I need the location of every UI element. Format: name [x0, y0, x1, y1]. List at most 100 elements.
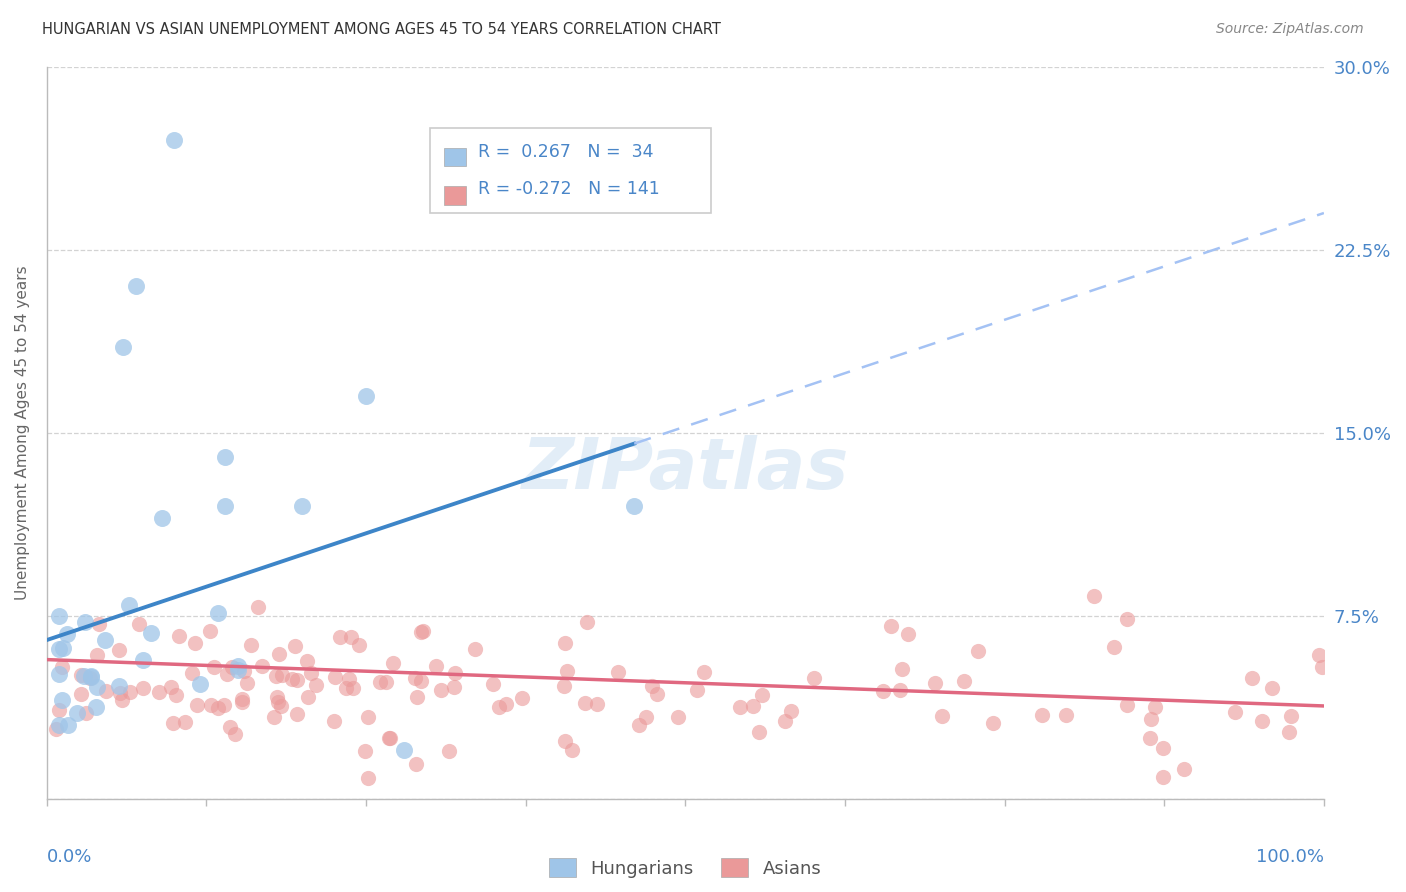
Point	[270, 668, 292, 682]
Point	[86, 680, 108, 694]
Point	[1115, 612, 1137, 626]
Point	[685, 683, 707, 698]
Point	[1140, 712, 1163, 726]
Point	[375, 675, 398, 690]
Point	[742, 699, 765, 714]
Point	[554, 636, 576, 650]
Point	[231, 694, 253, 708]
Point	[80, 670, 103, 684]
Point	[323, 670, 346, 684]
Point	[488, 700, 510, 714]
Point	[607, 665, 630, 679]
Point	[250, 658, 273, 673]
Point	[880, 618, 903, 632]
Point	[1083, 589, 1105, 603]
Point	[86, 648, 108, 662]
Text: R =  0.267   N =  34: R = 0.267 N = 34	[478, 143, 654, 161]
Point	[342, 681, 364, 696]
Point	[405, 756, 427, 771]
Point	[481, 676, 503, 690]
Point	[409, 673, 432, 688]
Legend: Hungarians, Asians: Hungarians, Asians	[541, 851, 828, 885]
Point	[803, 671, 825, 685]
Point	[263, 710, 285, 724]
Point	[270, 698, 292, 713]
Point	[125, 279, 148, 293]
Point	[728, 699, 751, 714]
Point	[128, 616, 150, 631]
Point	[495, 697, 517, 711]
Point	[437, 744, 460, 758]
Point	[354, 744, 377, 758]
Point	[224, 726, 246, 740]
Point	[966, 644, 988, 658]
Point	[1139, 731, 1161, 745]
Point	[641, 679, 664, 693]
Point	[266, 690, 288, 704]
Text: 100.0%: 100.0%	[1256, 847, 1324, 866]
Point	[1115, 698, 1137, 712]
Point	[322, 714, 344, 729]
Point	[430, 683, 453, 698]
Point	[1251, 714, 1274, 728]
Point	[118, 684, 141, 698]
Point	[118, 598, 141, 612]
Point	[183, 636, 205, 650]
Point	[108, 643, 131, 657]
Point	[328, 630, 350, 644]
Point	[174, 715, 197, 730]
Point	[269, 648, 291, 662]
Point	[1152, 770, 1174, 784]
Point	[45, 722, 67, 736]
Point	[139, 626, 162, 640]
Point	[207, 606, 229, 620]
Point	[291, 499, 314, 513]
Point	[1143, 700, 1166, 714]
Point	[108, 679, 131, 693]
Point	[231, 691, 253, 706]
Point	[246, 599, 269, 614]
Text: 0.0%: 0.0%	[46, 847, 91, 866]
Text: R = -0.272   N = 141: R = -0.272 N = 141	[478, 180, 659, 198]
Point	[586, 697, 609, 711]
Point	[162, 715, 184, 730]
Point	[70, 667, 93, 681]
Point	[84, 700, 107, 714]
Point	[1031, 708, 1053, 723]
Point	[368, 675, 391, 690]
Point	[1223, 706, 1246, 720]
Point	[1152, 741, 1174, 756]
Point	[284, 639, 307, 653]
Point	[357, 772, 380, 786]
Point	[337, 672, 360, 686]
Point	[897, 626, 920, 640]
Point	[751, 688, 773, 702]
Point	[412, 624, 434, 638]
Point	[561, 742, 583, 756]
Point	[188, 677, 211, 691]
Point	[89, 616, 111, 631]
Point	[378, 731, 401, 745]
Point	[52, 640, 75, 655]
Point	[215, 667, 238, 681]
Point	[219, 720, 242, 734]
Point	[553, 679, 575, 693]
Point	[200, 624, 222, 639]
Point	[623, 499, 645, 513]
Point	[214, 450, 236, 464]
Point	[347, 638, 370, 652]
Point	[207, 701, 229, 715]
Point	[48, 667, 70, 681]
Point	[112, 340, 135, 354]
Point	[285, 673, 308, 687]
Point	[510, 690, 533, 705]
Point	[297, 690, 319, 704]
Point	[167, 629, 190, 643]
Point	[160, 681, 183, 695]
Point	[576, 615, 599, 630]
Point	[186, 698, 208, 712]
Point	[75, 706, 97, 720]
Point	[214, 499, 236, 513]
Point	[48, 641, 70, 656]
Point	[66, 706, 89, 720]
